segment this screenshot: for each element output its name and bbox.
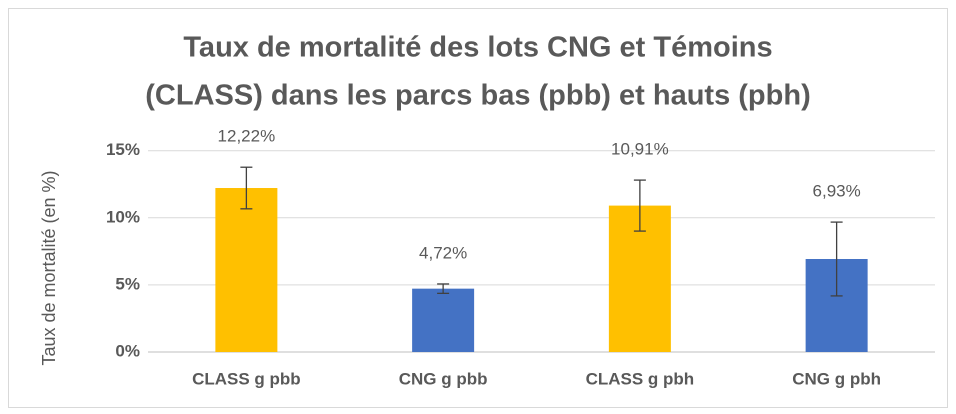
x-tick-label: CNG g pbh <box>792 369 881 388</box>
x-tick-label: CLASS g pbb <box>192 369 301 388</box>
x-tick-label: CLASS g pbh <box>586 369 695 388</box>
chart-frame <box>8 8 948 408</box>
chart-title: Taux de mortalité des lots CNG et Témoin… <box>183 32 772 64</box>
data-label: 12,22% <box>218 127 276 146</box>
bar <box>215 188 278 352</box>
bar <box>412 288 475 352</box>
y-tick-label: 5% <box>115 274 140 293</box>
y-tick-label: 0% <box>115 341 140 360</box>
x-tick-label: CNG g pbb <box>399 369 488 388</box>
chart-title: (CLASS) dans les parcs bas (pbb) et haut… <box>145 80 810 112</box>
y-axis-label: Taux de mortalité (en %) <box>39 170 59 365</box>
data-label: 4,72% <box>419 243 467 262</box>
y-tick-label: 15% <box>106 140 140 159</box>
data-label: 10,91% <box>611 140 669 159</box>
data-label: 6,93% <box>813 182 861 201</box>
y-tick-label: 10% <box>106 207 140 226</box>
